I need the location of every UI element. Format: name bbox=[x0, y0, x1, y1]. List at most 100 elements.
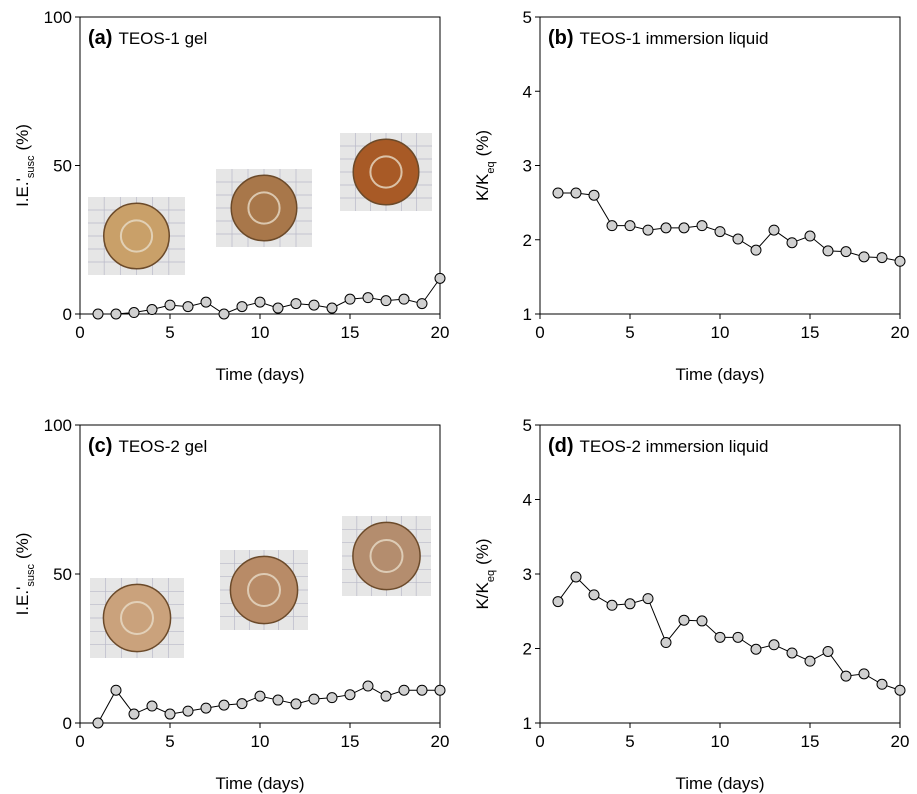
y-tick-label: 3 bbox=[523, 157, 532, 176]
panel-label: (a) bbox=[88, 27, 112, 49]
x-tick-label: 5 bbox=[165, 323, 174, 342]
data-point bbox=[588, 589, 600, 601]
panel-title: (d) TEOS-2 immersion liquid bbox=[548, 435, 769, 457]
data-point bbox=[732, 631, 744, 643]
data-point bbox=[678, 222, 690, 234]
y-tick-label: 4 bbox=[523, 491, 532, 510]
panel-label: (c) bbox=[88, 435, 112, 457]
y-axis-label-main: K/K bbox=[473, 581, 492, 609]
data-point bbox=[416, 298, 428, 310]
x-tick-label: 20 bbox=[891, 732, 910, 751]
data-point bbox=[128, 307, 140, 319]
y-axis-label-sub: susc bbox=[25, 155, 37, 178]
x-tick-label: 5 bbox=[165, 732, 174, 751]
y-axis-label-main: K/K bbox=[473, 173, 492, 201]
data-point bbox=[182, 301, 194, 313]
data-point bbox=[254, 690, 266, 702]
y-tick-label: 4 bbox=[523, 82, 532, 101]
sample-photo bbox=[90, 578, 184, 658]
data-point bbox=[254, 296, 266, 308]
data-point bbox=[164, 708, 176, 720]
data-point bbox=[236, 301, 248, 313]
data-point bbox=[362, 680, 374, 692]
x-tick-label: 15 bbox=[801, 732, 820, 751]
y-axis-label-sub: eq bbox=[485, 570, 497, 582]
data-point bbox=[606, 220, 618, 232]
data-point bbox=[768, 639, 780, 651]
x-tick-label: 15 bbox=[341, 732, 360, 751]
data-point bbox=[732, 233, 744, 245]
data-point bbox=[380, 690, 392, 702]
data-point bbox=[218, 699, 230, 711]
y-tick-label: 3 bbox=[523, 565, 532, 584]
y-tick-label: 100 bbox=[44, 8, 72, 27]
panel-title-text: TEOS-2 gel bbox=[118, 437, 207, 456]
data-point bbox=[696, 220, 708, 232]
panel: 0 5 10 15 20 1 2 3 4 5 Time (days) K/Keq (%) (d) TEOS-… bbox=[473, 416, 909, 793]
data-point bbox=[92, 717, 104, 729]
y-tick-label: 5 bbox=[523, 416, 532, 435]
data-point bbox=[642, 224, 654, 236]
plot-frame bbox=[539, 16, 901, 315]
data-point bbox=[840, 670, 852, 682]
sample-center bbox=[369, 539, 404, 573]
data-point bbox=[434, 272, 446, 284]
data-point bbox=[110, 684, 122, 696]
y-tick-label: 5 bbox=[523, 8, 532, 27]
data-point bbox=[678, 614, 690, 626]
x-axis-label: Time (days) bbox=[675, 365, 764, 384]
data-point bbox=[290, 698, 302, 710]
data-point bbox=[714, 631, 726, 643]
y-tick-label: 50 bbox=[53, 565, 72, 584]
panel-title-text: TEOS-1 gel bbox=[118, 29, 207, 48]
y-tick-label: 50 bbox=[53, 157, 72, 176]
data-point bbox=[290, 298, 302, 310]
data-point bbox=[326, 302, 338, 314]
y-axis-label-sub: eq bbox=[485, 161, 497, 173]
data-point bbox=[714, 226, 726, 238]
data-point bbox=[894, 255, 906, 267]
y-axis-label-main: I.E.' bbox=[13, 587, 32, 616]
y-axis-label: K/Keq (%) bbox=[473, 130, 497, 201]
y-axis-label: I.E.'susc (%) bbox=[13, 533, 37, 616]
data-point bbox=[182, 705, 194, 717]
y-axis-label: K/Keq (%) bbox=[473, 538, 497, 609]
data-point bbox=[876, 678, 888, 690]
y-axis-label: I.E.'susc (%) bbox=[13, 124, 37, 207]
data-point bbox=[624, 598, 636, 610]
x-tick-label: 20 bbox=[891, 323, 910, 342]
panel: 0 5 10 15 20 0 50 100 Time (days) I.E.'susc (%) (c)… bbox=[13, 416, 449, 793]
data-point bbox=[876, 252, 888, 264]
panel-title: (a) TEOS-1 gel bbox=[88, 27, 207, 49]
data-point bbox=[804, 230, 816, 242]
data-point bbox=[552, 596, 564, 608]
data-point bbox=[552, 187, 564, 199]
x-tick-label: 20 bbox=[431, 732, 450, 751]
sample-center bbox=[247, 573, 281, 607]
data-point bbox=[642, 593, 654, 605]
x-tick-label: 15 bbox=[341, 323, 360, 342]
x-tick-label: 0 bbox=[75, 323, 84, 342]
data-point bbox=[768, 224, 780, 236]
data-point bbox=[750, 244, 762, 256]
y-axis-label-unit: (%) bbox=[473, 538, 492, 564]
y-axis-label-unit: (%) bbox=[473, 130, 492, 156]
data-point bbox=[624, 220, 636, 232]
sample-center bbox=[247, 191, 281, 225]
data-point bbox=[786, 647, 798, 659]
data-point bbox=[660, 637, 672, 649]
y-tick-label: 1 bbox=[523, 305, 532, 324]
data-point bbox=[128, 708, 140, 720]
data-point bbox=[804, 655, 816, 667]
data-point bbox=[398, 684, 410, 696]
data-point bbox=[858, 251, 870, 263]
data-point bbox=[272, 694, 284, 706]
data-point bbox=[92, 308, 104, 320]
data-point bbox=[110, 308, 122, 320]
data-point bbox=[146, 700, 158, 712]
x-tick-label: 0 bbox=[75, 732, 84, 751]
panel-title-text: TEOS-2 immersion liquid bbox=[580, 437, 769, 456]
y-tick-label: 2 bbox=[523, 640, 532, 659]
data-point bbox=[570, 571, 582, 583]
